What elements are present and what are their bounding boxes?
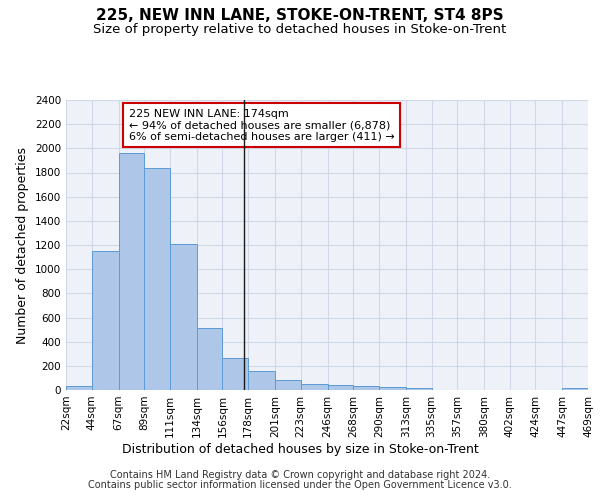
Bar — [66, 386, 92, 390]
Text: 225, NEW INN LANE, STOKE-ON-TRENT, ST4 8PS: 225, NEW INN LANE, STOKE-ON-TRENT, ST4 8… — [96, 8, 504, 22]
Bar — [275, 380, 301, 390]
Bar — [144, 168, 170, 390]
Bar — [379, 388, 406, 390]
Bar — [92, 251, 119, 390]
Bar — [119, 153, 144, 390]
Bar — [406, 388, 431, 390]
Bar — [197, 328, 223, 390]
Bar — [353, 386, 379, 390]
Text: Contains HM Land Registry data © Crown copyright and database right 2024.: Contains HM Land Registry data © Crown c… — [110, 470, 490, 480]
Bar — [328, 384, 353, 390]
Text: 225 NEW INN LANE: 174sqm
← 94% of detached houses are smaller (6,878)
6% of semi: 225 NEW INN LANE: 174sqm ← 94% of detach… — [128, 108, 394, 142]
Bar — [301, 384, 328, 390]
Text: Size of property relative to detached houses in Stoke-on-Trent: Size of property relative to detached ho… — [94, 22, 506, 36]
Bar — [223, 358, 248, 390]
Text: Contains public sector information licensed under the Open Government Licence v3: Contains public sector information licen… — [88, 480, 512, 490]
Y-axis label: Number of detached properties: Number of detached properties — [16, 146, 29, 344]
Bar — [248, 372, 275, 390]
Text: Distribution of detached houses by size in Stoke-on-Trent: Distribution of detached houses by size … — [122, 442, 478, 456]
Bar — [170, 244, 197, 390]
Bar — [562, 388, 588, 390]
